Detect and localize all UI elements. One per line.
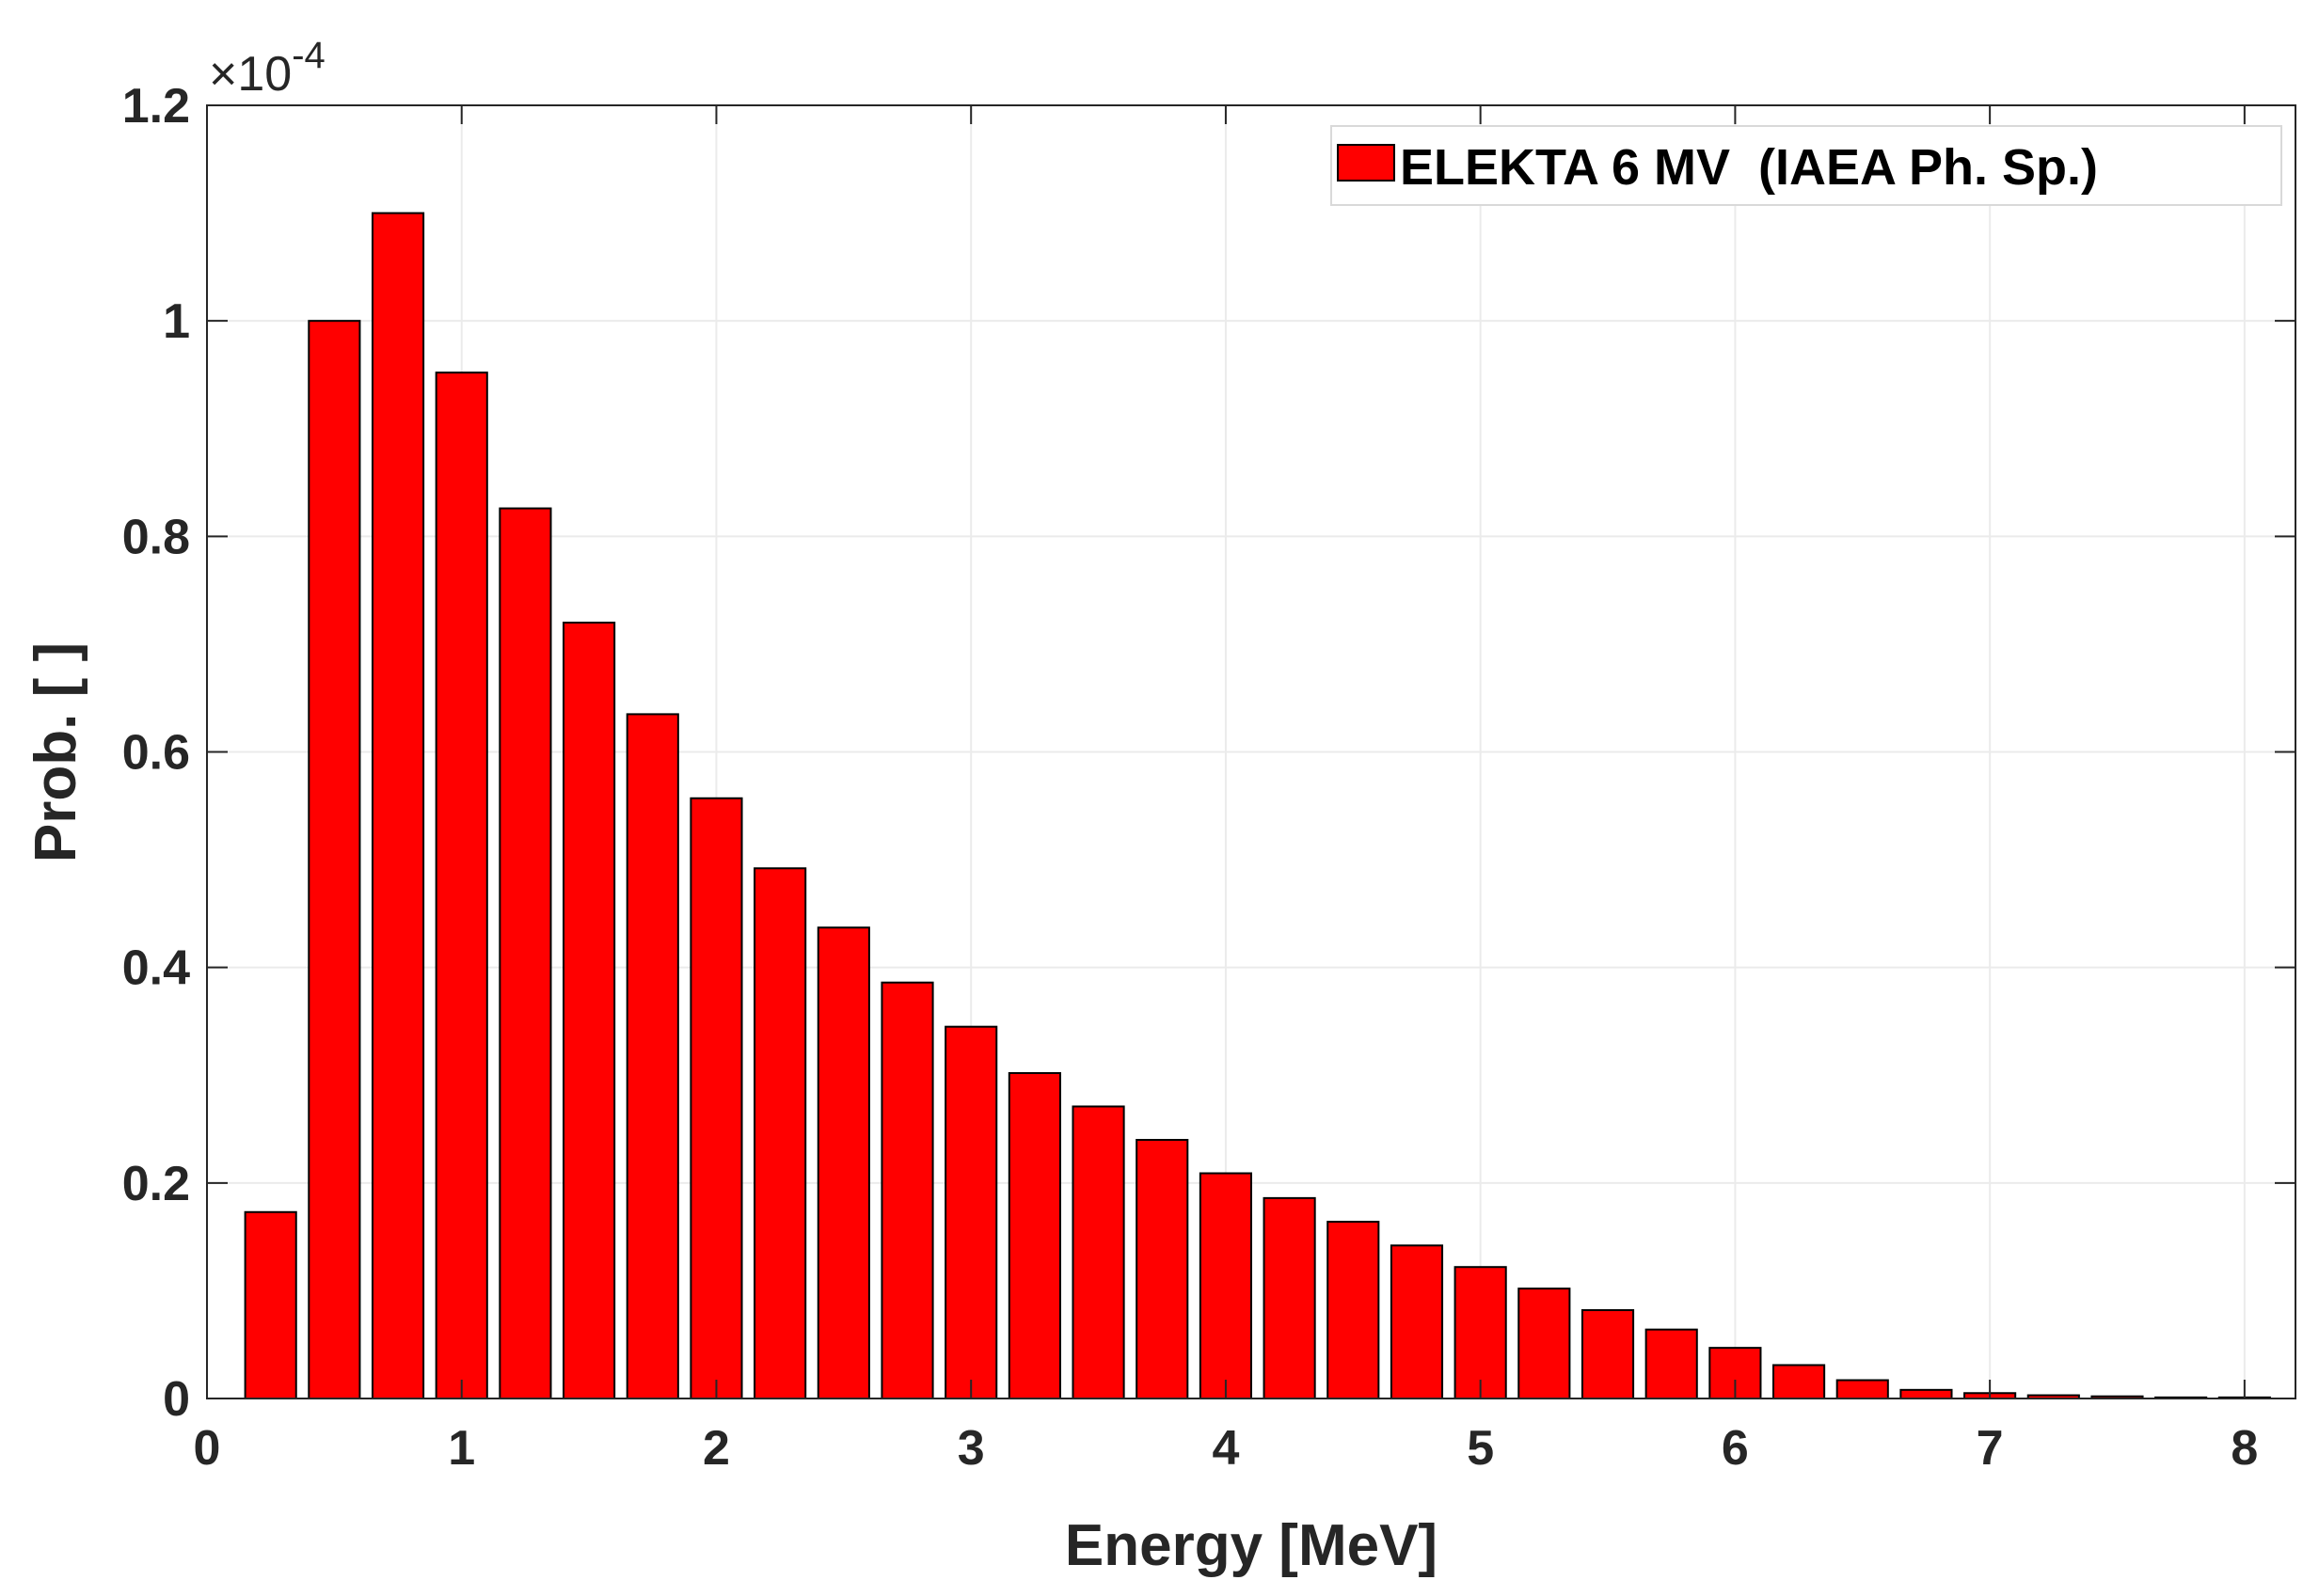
bar: [308, 320, 361, 1400]
y-tick-label: 0: [163, 1372, 190, 1427]
bar: [244, 1210, 297, 1400]
bar: [1199, 1172, 1252, 1400]
y-exponent-label: ×10-4: [209, 35, 326, 102]
x-tick-label: 6: [1722, 1421, 1749, 1476]
x-tick-label: 0: [194, 1421, 221, 1476]
x-tick-label: 2: [703, 1421, 730, 1476]
y-tick-label: 0.8: [122, 510, 190, 564]
grid-lines: [207, 105, 2295, 1398]
legend: ELEKTA 6 MV (IAEA Ph. Sp.): [1330, 125, 2282, 206]
x-tick-label: 1: [448, 1421, 475, 1476]
legend-label: ELEKTA 6 MV (IAEA Ph. Sp.): [1400, 139, 2098, 196]
bar: [499, 507, 552, 1399]
bar: [1136, 1139, 1189, 1399]
bar: [1772, 1364, 1826, 1399]
bar: [1326, 1221, 1380, 1400]
bar: [1899, 1388, 1953, 1400]
y-axis-label: Prob. [ ]: [24, 642, 88, 862]
bar: [1390, 1244, 1444, 1399]
bar: [690, 797, 743, 1399]
bar: [1517, 1288, 1571, 1399]
y-tick-label: 0.2: [122, 1157, 190, 1211]
y-tick-label: 0.6: [122, 726, 190, 781]
x-tick-label: 3: [958, 1421, 985, 1476]
legend-box: [1330, 125, 2282, 206]
bar: [435, 371, 488, 1400]
bar: [1580, 1309, 1635, 1399]
bar: [754, 867, 807, 1399]
bar: [881, 981, 934, 1400]
y-tick-label: 0.4: [122, 941, 190, 996]
axis-ticks: 0 1 2 3 4 5 6 7 8 0 0.2 0.4 0.6 0.8 1 1.2: [122, 79, 2295, 1476]
bar: [1644, 1328, 1698, 1399]
x-tick-label: 7: [1977, 1421, 2004, 1476]
x-tick-label: 8: [2231, 1421, 2258, 1476]
bar: [1453, 1266, 1507, 1400]
bar: [1835, 1379, 1889, 1400]
bar: [1263, 1196, 1316, 1399]
bar: [945, 1025, 998, 1399]
y-tick-label: 1.2: [122, 79, 190, 134]
bar: [1008, 1071, 1061, 1400]
x-axis-label: Energy [MeV]: [1065, 1513, 1437, 1578]
legend-swatch: [1337, 144, 1395, 182]
y-tick-label: 1: [163, 294, 190, 349]
x-tick-label: 4: [1212, 1421, 1239, 1476]
bar: [1072, 1105, 1125, 1399]
bar: [626, 713, 679, 1399]
x-tick-label: 5: [1467, 1421, 1494, 1476]
bar: [563, 622, 616, 1399]
bar: [371, 212, 425, 1399]
bars: [244, 212, 2271, 1400]
bar: [817, 926, 870, 1399]
